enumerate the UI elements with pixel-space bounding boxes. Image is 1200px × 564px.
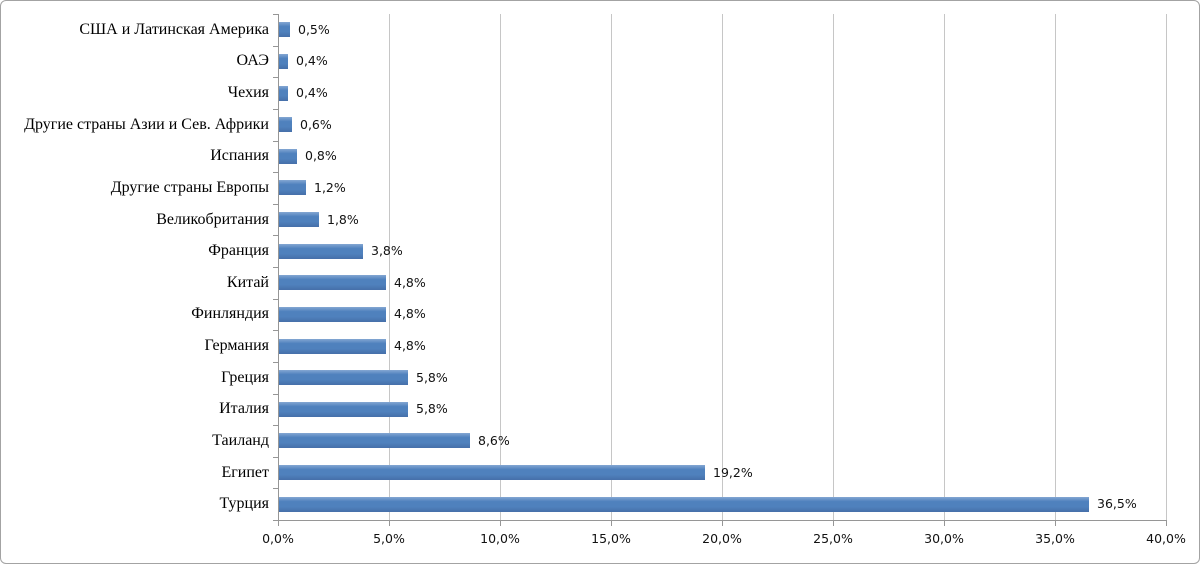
category-label: ОАЭ <box>236 52 269 70</box>
value-axis-tick-mark <box>1055 521 1056 526</box>
bar <box>279 180 306 196</box>
category-label: Франция <box>208 242 269 260</box>
bar-value-label: 1,8% <box>327 211 359 227</box>
category-label: Греция <box>221 368 269 386</box>
bar-value-label: 5,8% <box>416 369 448 385</box>
category-tick-mark <box>273 520 278 521</box>
bar <box>279 401 408 417</box>
category-tick-mark <box>273 456 278 458</box>
category-tick-mark <box>273 361 278 363</box>
value-axis-tick-mark <box>833 521 834 526</box>
category-label: Финляндия <box>191 305 269 323</box>
value-axis-line <box>278 520 1167 521</box>
bar-value-label: 5,8% <box>416 401 448 417</box>
category-label: Италия <box>219 400 269 418</box>
bar <box>279 275 386 291</box>
category-tick-mark <box>273 235 278 237</box>
vertical-gridline <box>944 14 945 520</box>
value-axis-tick-mark <box>944 521 945 526</box>
category-axis-line <box>278 14 279 521</box>
value-axis-tick-mark <box>278 521 279 526</box>
value-axis-tick-mark <box>389 521 390 526</box>
bar-value-label: 19,2% <box>713 464 753 480</box>
category-tick-mark <box>273 393 278 395</box>
bar <box>279 306 386 322</box>
category-tick-mark <box>273 14 278 15</box>
bar <box>279 53 288 69</box>
category-label: Таиланд <box>212 431 269 449</box>
bar <box>279 85 288 101</box>
value-axis-tick-mark <box>1166 521 1167 526</box>
bar <box>279 433 470 449</box>
category-tick-mark <box>273 108 278 110</box>
bar-value-label: 0,6% <box>300 116 332 132</box>
bar <box>279 465 705 481</box>
bar-value-label: 4,8% <box>394 274 426 290</box>
category-tick-mark <box>273 203 278 205</box>
category-tick-mark <box>273 172 278 174</box>
category-label: Великобритания <box>156 210 269 228</box>
category-label: Чехия <box>227 84 269 102</box>
bar-value-label: 36,5% <box>1097 496 1137 512</box>
bar <box>279 22 290 38</box>
category-label: Китай <box>226 273 269 291</box>
bar-value-label: 3,8% <box>371 243 403 259</box>
value-axis-tick-label: 40,0% <box>1146 531 1186 546</box>
bar-value-label: 4,8% <box>394 338 426 354</box>
category-tick-mark <box>273 77 278 79</box>
value-axis-tick-label: 0,0% <box>262 531 294 546</box>
category-tick-mark <box>273 267 278 268</box>
bar <box>279 370 408 386</box>
vertical-gridline <box>611 14 612 520</box>
vertical-gridline <box>500 14 501 520</box>
category-label: Турция <box>219 495 269 513</box>
bar-value-label: 0,5% <box>298 21 330 37</box>
bar-value-label: 0,8% <box>305 148 337 164</box>
value-axis-tick-label: 5,0% <box>373 531 405 546</box>
vertical-gridline <box>833 14 834 520</box>
bar <box>279 117 292 133</box>
value-axis-tick-label: 15,0% <box>591 531 631 546</box>
vertical-gridline <box>1055 14 1056 520</box>
bar-value-label: 4,8% <box>394 306 426 322</box>
category-label: США и Латинская Америка <box>79 20 269 38</box>
value-axis-tick-label: 30,0% <box>924 531 964 546</box>
category-tick-mark <box>273 488 278 490</box>
category-tick-mark <box>273 45 278 47</box>
category-label: Германия <box>204 337 270 355</box>
value-axis-tick-label: 10,0% <box>480 531 520 546</box>
bar-value-label: 0,4% <box>296 85 328 101</box>
vertical-gridline <box>722 14 723 520</box>
bar <box>279 243 363 259</box>
vertical-gridline <box>389 14 390 520</box>
value-axis-tick-mark <box>722 521 723 526</box>
category-label: Испания <box>210 147 269 165</box>
value-axis-tick-label: 35,0% <box>1035 531 1075 546</box>
bar <box>279 212 319 228</box>
category-tick-mark <box>273 330 278 332</box>
category-tick-mark <box>273 425 278 427</box>
category-label: Египет <box>221 463 269 481</box>
category-tick-mark <box>273 298 278 300</box>
category-label: Другие страны Европы <box>110 178 269 196</box>
value-axis-tick-label: 20,0% <box>702 531 742 546</box>
value-axis-tick-mark <box>500 521 501 526</box>
category-tick-mark <box>273 140 278 142</box>
value-axis-tick-mark <box>611 521 612 526</box>
bar <box>279 496 1089 512</box>
value-axis-tick-label: 25,0% <box>813 531 853 546</box>
bar-value-label: 8,6% <box>478 432 510 448</box>
bar <box>279 338 386 354</box>
bar-value-label: 1,2% <box>314 179 346 195</box>
category-label: Другие страны Азии и Сев. Африки <box>24 115 269 133</box>
bar <box>279 148 297 164</box>
vertical-gridline <box>1166 14 1167 520</box>
bar-value-label: 0,4% <box>296 53 328 69</box>
